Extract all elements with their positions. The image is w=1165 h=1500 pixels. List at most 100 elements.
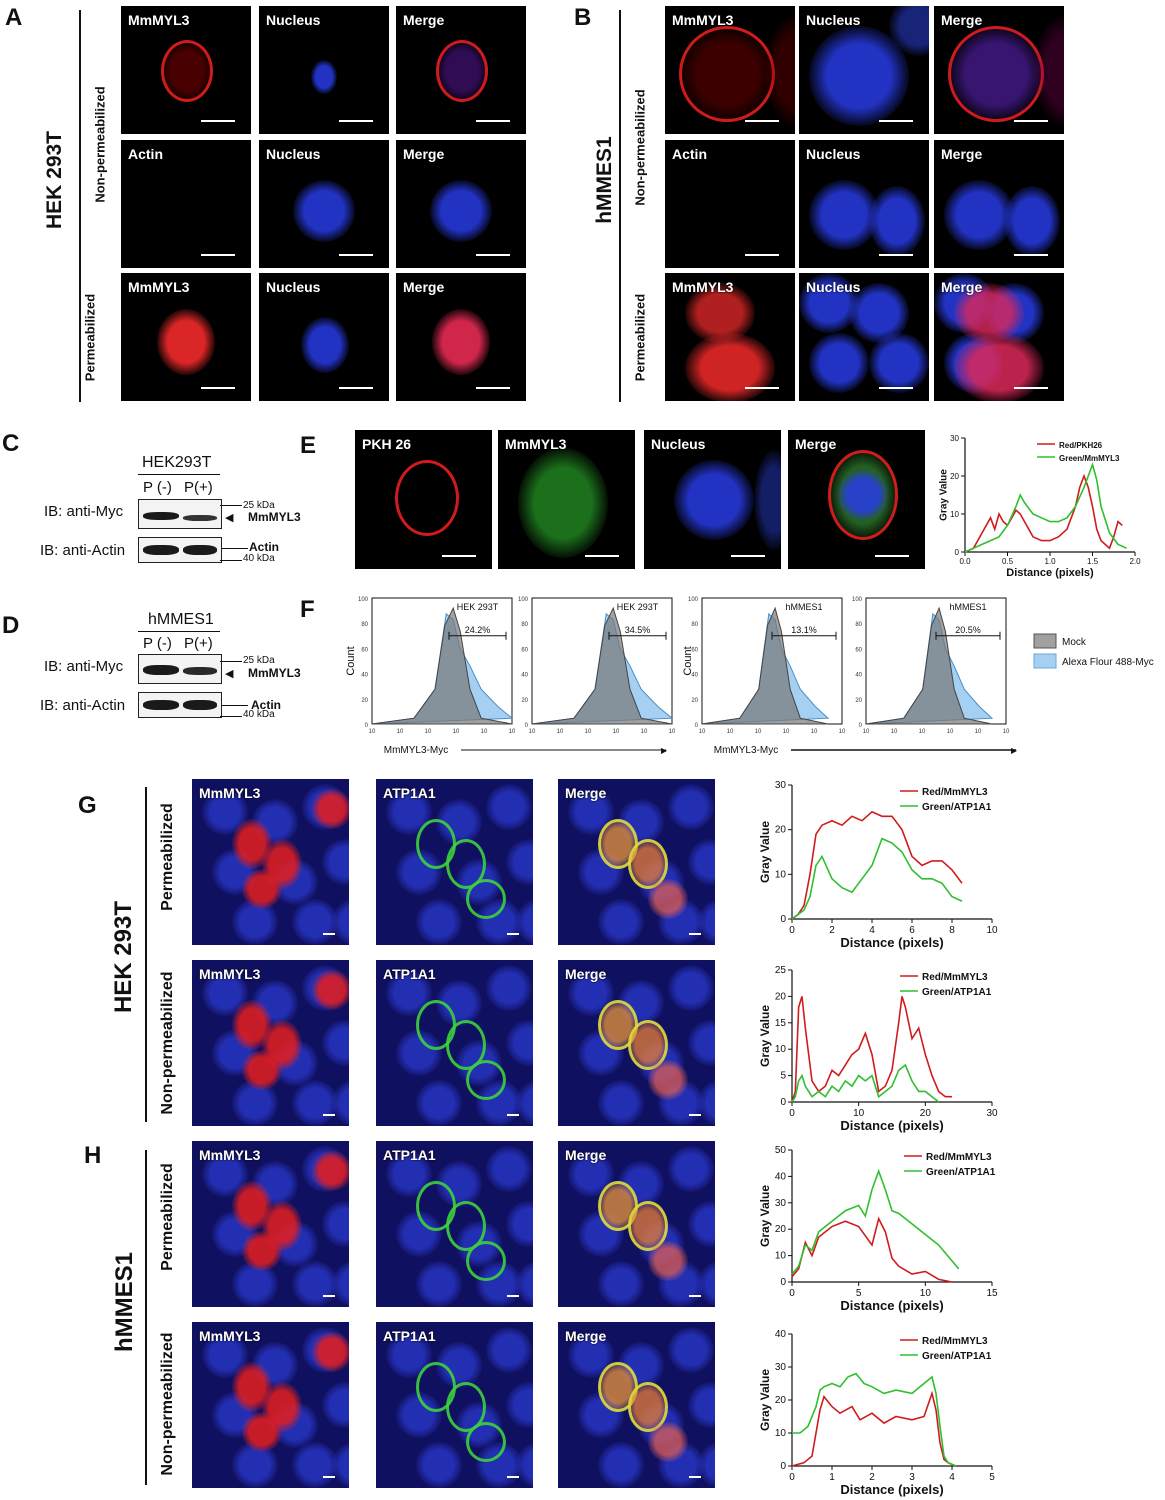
- scale-bar: [1014, 120, 1048, 122]
- lane-label: P(+): [184, 635, 213, 652]
- x-tick-label: 0: [789, 1472, 795, 1483]
- cell-signal: [396, 849, 442, 895]
- ib-label: IB: anti-Actin: [40, 697, 126, 714]
- cell-signal: [648, 1241, 688, 1281]
- x-tick-label: 10: [863, 729, 870, 735]
- tile-label: Nucleus: [806, 12, 861, 28]
- cell-signal: [242, 1412, 282, 1452]
- cell-signal: [516, 1442, 533, 1488]
- row-label: Non-permeabilized: [92, 86, 108, 203]
- scale-bar: [689, 1295, 701, 1297]
- micrograph-tile: Merge: [558, 779, 715, 945]
- micrograph-tile: Merge: [934, 6, 1064, 134]
- cell-signal: [466, 1241, 506, 1281]
- band-label: MmMYL3: [248, 666, 301, 680]
- tile-label: MmMYL3: [672, 279, 734, 295]
- scale-bar: [745, 387, 779, 389]
- micrograph-tile: ATP1A1: [376, 960, 533, 1126]
- cell-signal: [486, 965, 532, 1011]
- cell-signal: [648, 1060, 688, 1100]
- y-tick-label: 80: [691, 622, 698, 628]
- panel-letter-f: F: [300, 596, 315, 623]
- x-tick-label: 10: [986, 925, 998, 936]
- scale-bar: [323, 933, 335, 935]
- series-line-1: [791, 1063, 940, 1103]
- cell-signal: [292, 1442, 338, 1488]
- cell-signal: [446, 1201, 486, 1251]
- gate-percentage: 20.5%: [955, 625, 981, 635]
- scale-bar: [339, 387, 373, 389]
- cell-signal: [416, 819, 456, 869]
- x-tick-label: 10: [397, 729, 404, 735]
- cell-signal: [648, 1422, 688, 1462]
- cell-signal: [416, 1000, 456, 1050]
- y-axis-label: Count: [345, 646, 357, 675]
- cell-signal: [466, 1422, 506, 1462]
- cell-signal: [436, 799, 482, 845]
- y-tick-label: 100: [518, 597, 529, 603]
- micrograph-tile: Merge: [396, 6, 526, 134]
- tile-label: PKH 26: [362, 436, 412, 452]
- micrograph-tile: MmMYL3: [192, 1141, 349, 1307]
- tile-label: MmMYL3: [128, 12, 190, 28]
- band-label: Actin: [251, 698, 281, 712]
- cell-signal: [944, 180, 1014, 250]
- cell-signal: [312, 1151, 349, 1191]
- gate-percentage: 34.5%: [625, 625, 651, 635]
- panel-letter-c: C: [2, 430, 20, 457]
- y-tick-label: 100: [688, 597, 699, 603]
- series-line-0: [964, 473, 1123, 553]
- x-axis-label: Distance (pixels): [840, 1118, 943, 1133]
- micrograph-tile: MmMYL3: [192, 779, 349, 945]
- micrograph-tile: MmMYL3: [498, 430, 635, 569]
- tile-label: MmMYL3: [199, 966, 261, 982]
- cell-signal: [436, 1161, 482, 1207]
- x-tick-label: 3: [909, 1472, 915, 1483]
- series-line-0: [791, 810, 963, 920]
- ib-label: IB: anti-Myc: [44, 658, 124, 675]
- y-tick-label: 0: [365, 723, 369, 729]
- row-label: Non-permeabilized: [159, 1332, 176, 1476]
- micrograph-tile: Merge: [558, 1322, 715, 1488]
- y-tick-label: 40: [775, 1329, 787, 1340]
- y-tick-label: 25: [775, 965, 787, 976]
- cell-signal: [436, 980, 482, 1026]
- x-tick-label: 10: [727, 729, 734, 735]
- scale-bar: [875, 555, 909, 557]
- cell-line-label: hMMES1: [593, 136, 616, 224]
- cell-signal: [668, 965, 714, 1011]
- micrograph-tile: Nucleus: [644, 430, 781, 569]
- x-tick-label: 10: [919, 729, 926, 735]
- cell-signal: [292, 1080, 338, 1126]
- cell-signal: [416, 1080, 462, 1126]
- cell-signal: [809, 180, 879, 250]
- y-tick-label: 40: [775, 1171, 787, 1182]
- x-axis-label: MmMYL3-Myc: [384, 745, 448, 756]
- cell-signal: [518, 448, 608, 558]
- cell-signal: [688, 1382, 715, 1428]
- y-tick-label: 10: [775, 1428, 787, 1439]
- tile-label: MmMYL3: [199, 1147, 261, 1163]
- x-tick-label: 10: [481, 729, 488, 735]
- divider-line: [145, 1150, 147, 1485]
- y-axis-label: Gray Value: [939, 469, 950, 521]
- histogram-title: HEK 293T: [457, 602, 499, 612]
- lane-label: P (-): [143, 635, 172, 652]
- cell-signal: [598, 899, 644, 945]
- scale-bar: [339, 254, 373, 256]
- tile-label: ATP1A1: [383, 1147, 436, 1163]
- cell-signal: [432, 309, 490, 375]
- micrograph-tile: Merge: [558, 960, 715, 1126]
- tile-label: Merge: [795, 436, 837, 452]
- scale-bar: [689, 933, 701, 935]
- cell-signal: [396, 1211, 442, 1257]
- x-tick-label: 10: [853, 1108, 865, 1119]
- cell-signal: [466, 879, 506, 919]
- cell-signal: [416, 1362, 456, 1412]
- x-tick-label: 30: [986, 1108, 998, 1119]
- x-tick-label: 6: [909, 925, 915, 936]
- cell-signal: [446, 1382, 486, 1432]
- histogram-title: hMMES1: [785, 602, 822, 612]
- row-label: Non-permeabilized: [159, 971, 176, 1115]
- cell-signal: [698, 899, 715, 945]
